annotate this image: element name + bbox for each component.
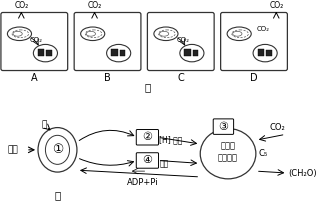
FancyBboxPatch shape (148, 12, 214, 71)
Ellipse shape (180, 44, 204, 62)
Bar (184, 49, 191, 56)
FancyBboxPatch shape (136, 153, 159, 168)
Text: A: A (31, 73, 38, 83)
Bar (258, 49, 264, 56)
Ellipse shape (33, 44, 58, 62)
Ellipse shape (38, 128, 77, 172)
Ellipse shape (81, 27, 105, 41)
FancyBboxPatch shape (213, 119, 234, 134)
Text: 光能: 光能 (7, 145, 18, 154)
Text: CO₂: CO₂ (269, 1, 283, 10)
Bar (46, 50, 52, 56)
Text: 乙: 乙 (54, 190, 61, 200)
Ellipse shape (7, 27, 31, 41)
Text: C: C (177, 73, 184, 83)
Text: ④: ④ (142, 155, 152, 165)
Text: C₅: C₅ (259, 149, 268, 158)
Text: CO₂: CO₂ (270, 123, 286, 132)
Text: CO₂: CO₂ (30, 37, 43, 43)
Text: 水: 水 (42, 120, 47, 129)
FancyBboxPatch shape (221, 12, 287, 71)
Ellipse shape (200, 129, 256, 179)
Ellipse shape (253, 44, 277, 62)
Text: ②: ② (142, 132, 152, 142)
Text: CO₂: CO₂ (176, 37, 189, 43)
Text: D: D (250, 73, 258, 83)
Text: ADP+Pi: ADP+Pi (127, 178, 159, 187)
Text: 多种酶
参与催化: 多种酶 参与催化 (218, 141, 238, 163)
Bar (193, 50, 198, 56)
Ellipse shape (154, 27, 178, 41)
Ellipse shape (107, 44, 131, 62)
Ellipse shape (227, 27, 251, 41)
Text: ③: ③ (218, 122, 228, 132)
Bar (111, 49, 118, 56)
Bar (266, 50, 272, 56)
Text: CO₂: CO₂ (87, 1, 102, 10)
Text: [H] 供氢: [H] 供氢 (159, 136, 183, 145)
Text: (CH₂O): (CH₂O) (288, 169, 317, 177)
FancyBboxPatch shape (136, 130, 159, 145)
Text: CO₂: CO₂ (14, 1, 28, 10)
Ellipse shape (45, 135, 70, 164)
FancyBboxPatch shape (1, 12, 68, 71)
Text: B: B (104, 73, 111, 83)
Text: 甲: 甲 (144, 82, 150, 92)
Text: ①: ① (52, 143, 63, 156)
Bar (120, 50, 125, 56)
Text: CO₂: CO₂ (257, 26, 270, 32)
Text: 供能: 供能 (159, 159, 169, 168)
Bar (38, 49, 45, 56)
FancyBboxPatch shape (74, 12, 141, 71)
